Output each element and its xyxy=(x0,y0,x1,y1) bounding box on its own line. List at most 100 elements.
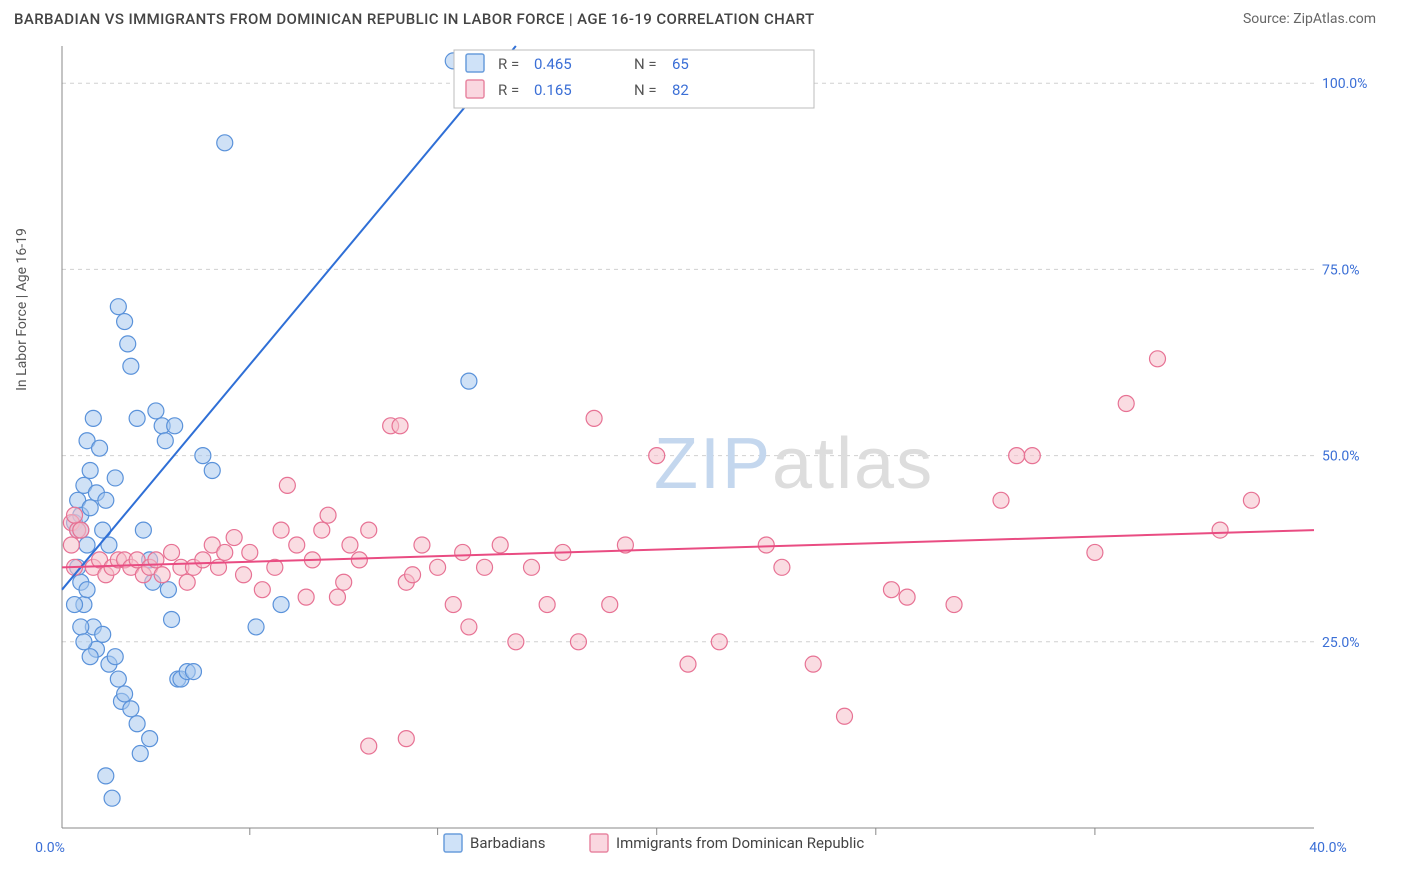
data-point xyxy=(946,597,962,613)
data-point xyxy=(1024,448,1040,464)
data-point xyxy=(142,731,158,747)
data-point xyxy=(73,619,89,635)
data-point xyxy=(398,731,414,747)
data-point xyxy=(289,537,305,553)
data-point xyxy=(164,611,180,627)
data-point xyxy=(1087,544,1103,560)
data-point xyxy=(837,708,853,724)
data-point xyxy=(430,559,446,575)
data-point xyxy=(455,544,471,560)
data-point xyxy=(110,299,126,315)
data-point xyxy=(602,597,618,613)
legend-swatch-pink xyxy=(590,834,608,852)
stat-r-label: R = xyxy=(498,81,519,99)
chart-header: BARBADIAN VS IMMIGRANTS FROM DOMINICAN R… xyxy=(0,0,1406,34)
data-point xyxy=(477,559,493,575)
data-point xyxy=(95,626,111,642)
stat-legend-box: R = 0.465 N = 65 R = 0.165 N = 82 xyxy=(454,50,814,108)
data-point xyxy=(117,686,133,702)
data-point xyxy=(92,440,108,456)
data-point xyxy=(217,544,233,560)
data-point xyxy=(586,410,602,426)
x-tick-label: 0.0% xyxy=(35,840,65,856)
data-point xyxy=(254,582,270,598)
data-point xyxy=(680,656,696,672)
stat-n-label: N = xyxy=(634,55,657,73)
data-point xyxy=(123,358,139,374)
data-point xyxy=(73,522,89,538)
data-point xyxy=(445,597,461,613)
data-point xyxy=(539,597,555,613)
stat-r-value: 0.165 xyxy=(534,81,572,99)
series-legend: BarbadiansImmigrants from Dominican Repu… xyxy=(444,834,864,852)
data-point xyxy=(1118,395,1134,411)
chart-title: BARBADIAN VS IMMIGRANTS FROM DOMINICAN R… xyxy=(14,10,815,28)
data-point xyxy=(85,410,101,426)
data-point xyxy=(758,537,774,553)
stat-n-value: 65 xyxy=(672,55,689,73)
data-point xyxy=(570,634,586,650)
y-tick-label: 50.0% xyxy=(1322,449,1360,465)
data-point xyxy=(329,589,345,605)
data-point xyxy=(63,537,79,553)
data-point xyxy=(148,403,164,419)
scatter-chart: 25.0%50.0%75.0%100.0%0.0%40.0%R =0.465N … xyxy=(14,38,1376,858)
data-point xyxy=(98,492,114,508)
data-point xyxy=(135,522,151,538)
data-point xyxy=(351,552,367,568)
legend-label: Immigrants from Dominican Republic xyxy=(616,834,864,852)
data-point xyxy=(154,567,170,583)
data-point xyxy=(392,418,408,434)
data-point xyxy=(414,537,430,553)
stat-r-value: 0.465 xyxy=(534,55,572,73)
data-point xyxy=(236,567,252,583)
data-point xyxy=(185,664,201,680)
data-point xyxy=(82,463,98,479)
data-point xyxy=(649,448,665,464)
data-point xyxy=(82,649,98,665)
data-point xyxy=(67,507,83,523)
stat-r-label: R = xyxy=(498,55,519,73)
data-point xyxy=(160,582,176,598)
y-tick-label: 75.0% xyxy=(1322,262,1360,278)
chart-source: Source: ZipAtlas.com xyxy=(1243,11,1376,27)
data-point xyxy=(195,448,211,464)
y-tick-label: 25.0% xyxy=(1322,635,1360,651)
data-point xyxy=(217,135,233,151)
data-point xyxy=(361,522,377,538)
data-point xyxy=(67,597,83,613)
data-point xyxy=(899,589,915,605)
data-point xyxy=(179,574,195,590)
data-point xyxy=(1009,448,1025,464)
data-point xyxy=(883,582,899,598)
data-point xyxy=(461,619,477,635)
data-point xyxy=(195,552,211,568)
data-point xyxy=(298,589,314,605)
data-point xyxy=(104,790,120,806)
stat-n-value: 82 xyxy=(672,81,689,99)
data-point xyxy=(107,470,123,486)
data-point xyxy=(711,634,727,650)
data-point xyxy=(342,537,358,553)
data-point xyxy=(204,463,220,479)
data-point xyxy=(805,656,821,672)
legend-swatch-blue xyxy=(444,834,462,852)
data-point xyxy=(492,537,508,553)
data-point xyxy=(461,373,477,389)
data-point xyxy=(314,522,330,538)
data-point xyxy=(273,522,289,538)
data-point xyxy=(129,410,145,426)
data-point xyxy=(107,649,123,665)
data-point xyxy=(117,314,133,330)
legend-swatch-blue xyxy=(466,54,484,72)
data-point xyxy=(226,530,242,546)
data-point xyxy=(336,574,352,590)
data-point xyxy=(79,582,95,598)
data-point xyxy=(1212,522,1228,538)
data-point xyxy=(242,544,258,560)
data-point xyxy=(120,336,136,352)
stat-n-label: N = xyxy=(634,81,657,99)
data-point xyxy=(157,433,173,449)
data-point xyxy=(123,701,139,717)
data-point xyxy=(132,746,148,762)
